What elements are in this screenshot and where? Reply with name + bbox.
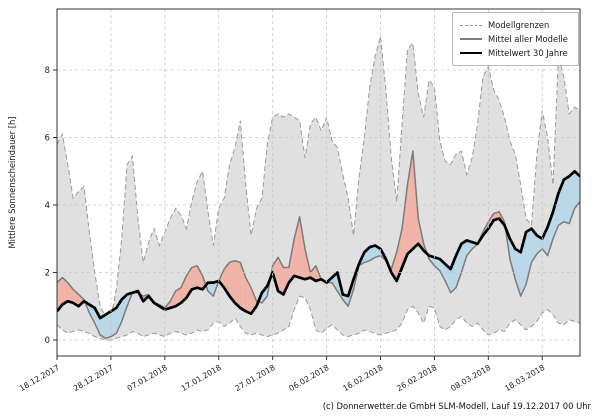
climate-mean-line: [57, 169, 580, 320]
model-mean-line: [57, 150, 580, 340]
x-tick-label: 27.01.2018: [233, 363, 276, 393]
model-upper-bound-line: [57, 36, 580, 319]
model-lower-bound-line: [57, 295, 580, 341]
x-tick-label: 08.03.2018: [449, 363, 492, 393]
legend-item-mittel-aller-modelle: Mittel aller Modelle: [460, 32, 572, 46]
legend-label: Mittelwert 30 Jahre: [488, 48, 568, 58]
y-axis-label: Mittlere Sonnenscheindauer [h]: [7, 116, 17, 249]
copyright-credit: (c) Donnerwetter.de GmbH SLM-Modell, Lau…: [322, 401, 591, 411]
y-tick-label: 0: [45, 335, 50, 345]
legend-label: Modellgrenzen: [488, 20, 550, 30]
gray-line-swatch-icon: [460, 38, 482, 40]
x-tick-label: 07.01.2018: [126, 363, 169, 393]
legend-item-modellgrenzen: Modellgrenzen: [460, 18, 572, 32]
x-tick-label: 26.02.2018: [395, 363, 438, 393]
legend-item-mittelwert-30-jahre: Mittelwert 30 Jahre: [460, 46, 572, 60]
plot-area: [57, 36, 580, 341]
y-tick-label: 8: [45, 65, 50, 75]
x-tick-label: 18.03.2018: [503, 363, 546, 393]
x-tick-label: 16.02.2018: [341, 363, 384, 393]
model-range-band: [57, 36, 580, 340]
x-tick-label: 06.02.2018: [287, 363, 330, 393]
x-tick-label: 18.12.2017: [18, 363, 61, 393]
x-tick-label: 17.01.2018: [180, 363, 223, 393]
x-tick-label: 28.12.2017: [72, 363, 115, 393]
plot-border: [56, 8, 581, 357]
y-tick-label: 2: [45, 267, 50, 277]
y-tick-label: 6: [45, 132, 50, 142]
black-line-swatch-icon: [460, 51, 482, 55]
legend: Modellgrenzen Mittel aller Modelle Mitte…: [452, 12, 579, 66]
y-tick-label: 4: [45, 200, 50, 210]
legend-label: Mittel aller Modelle: [488, 34, 568, 44]
dashed-line-swatch-icon: [460, 24, 482, 26]
